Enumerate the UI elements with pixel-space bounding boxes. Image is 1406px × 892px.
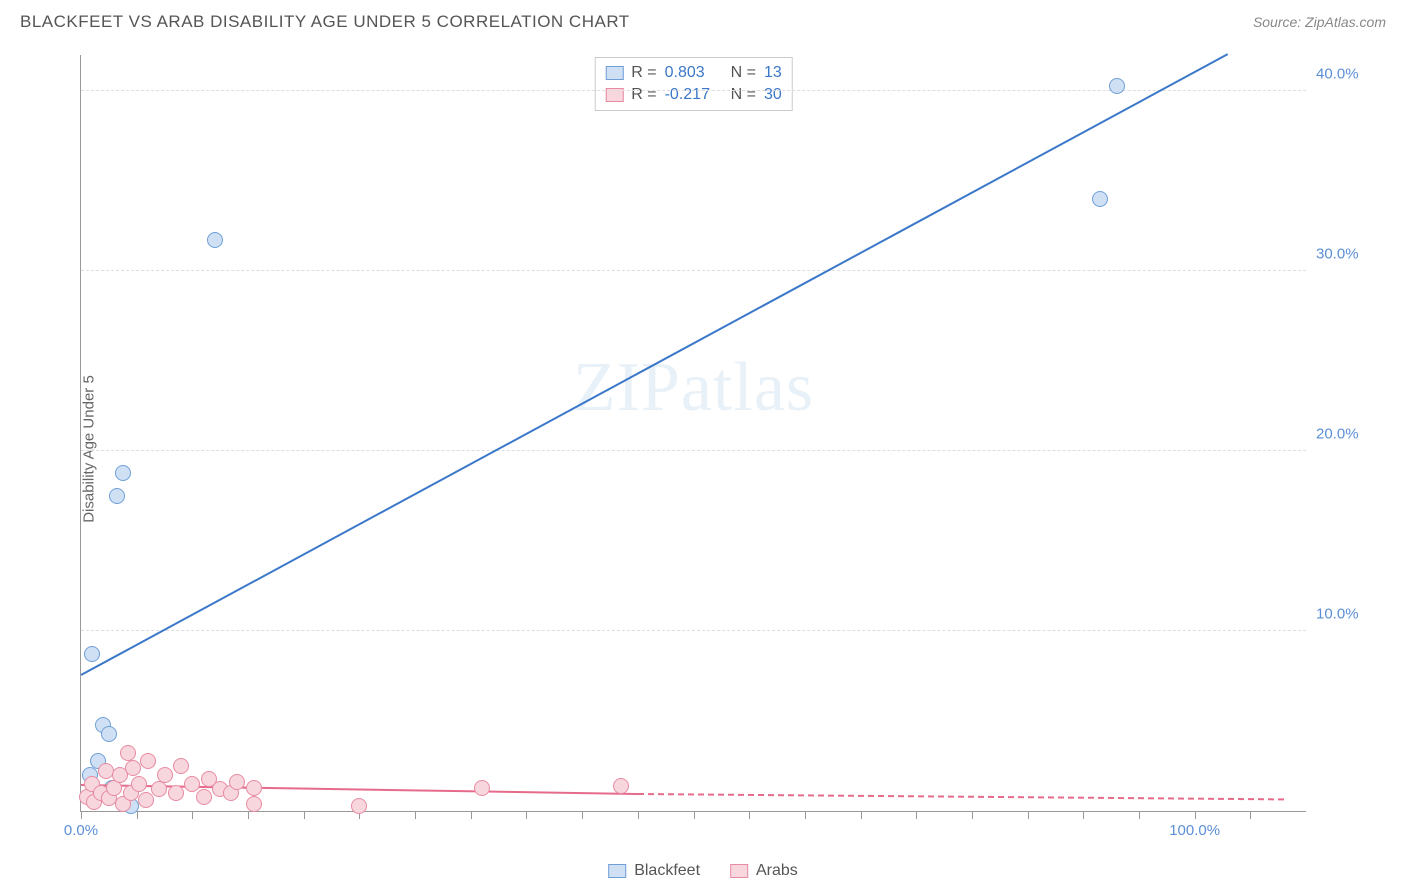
data-point [140, 753, 156, 769]
chart-container: Disability Age Under 5 ZIPatlas R =0.803… [50, 55, 1396, 842]
stat-n-label: N = [731, 86, 756, 104]
y-tick-label: 20.0% [1316, 426, 1376, 443]
x-tick [192, 811, 193, 819]
x-tick-label: 100.0% [1169, 822, 1220, 839]
y-tick-label: 40.0% [1316, 66, 1376, 83]
data-point [101, 726, 117, 742]
x-tick [1139, 811, 1140, 819]
bottom-legend: Blackfeet Arabs [608, 862, 798, 880]
plot-area: ZIPatlas R =0.803N =13R =-0.217N =30 10.… [80, 55, 1306, 812]
x-tick [694, 811, 695, 819]
stat-n-label: N = [731, 64, 756, 82]
stat-r-label: R = [631, 86, 656, 104]
x-tick [248, 811, 249, 819]
legend-label: Blackfeet [634, 862, 700, 880]
data-point [98, 763, 114, 779]
data-point [115, 465, 131, 481]
data-point [246, 780, 262, 796]
regression-line [81, 53, 1229, 676]
x-tick [304, 811, 305, 819]
data-point [109, 488, 125, 504]
gridline-h [81, 270, 1306, 271]
legend-item: Blackfeet [608, 862, 700, 880]
legend-swatch [730, 864, 748, 878]
x-tick [638, 811, 639, 819]
data-point [168, 785, 184, 801]
x-tick [582, 811, 583, 819]
data-point [1092, 191, 1108, 207]
stat-r-value: -0.217 [665, 86, 723, 104]
x-tick [526, 811, 527, 819]
data-point [157, 767, 173, 783]
x-tick [1083, 811, 1084, 819]
x-tick-label: 0.0% [64, 822, 98, 839]
gridline-h [81, 630, 1306, 631]
x-tick [1028, 811, 1029, 819]
x-tick [805, 811, 806, 819]
data-point [229, 774, 245, 790]
data-point [84, 646, 100, 662]
x-tick [1195, 811, 1196, 819]
data-point [474, 780, 490, 796]
data-point [151, 781, 167, 797]
chart-title: BLACKFEET VS ARAB DISABILITY AGE UNDER 5… [20, 12, 630, 32]
x-tick [916, 811, 917, 819]
legend-item: Arabs [730, 862, 798, 880]
stat-r-label: R = [631, 64, 656, 82]
source-label: Source: ZipAtlas.com [1253, 14, 1386, 30]
stat-n-value: 30 [764, 86, 782, 104]
data-point [125, 760, 141, 776]
legend-swatch [608, 864, 626, 878]
x-tick [1250, 811, 1251, 819]
gridline-h [81, 450, 1306, 451]
y-tick-label: 30.0% [1316, 246, 1376, 263]
regression-line [638, 793, 1284, 800]
data-point [613, 778, 629, 794]
data-point [207, 232, 223, 248]
data-point [131, 776, 147, 792]
x-tick [749, 811, 750, 819]
legend-label: Arabs [756, 862, 798, 880]
x-tick [471, 811, 472, 819]
data-point [246, 796, 262, 812]
x-tick [972, 811, 973, 819]
legend-swatch [605, 66, 623, 80]
x-tick [415, 811, 416, 819]
x-tick [81, 811, 82, 819]
x-tick [861, 811, 862, 819]
stat-r-value: 0.803 [665, 64, 723, 82]
data-point [173, 758, 189, 774]
y-tick-label: 10.0% [1316, 606, 1376, 623]
stat-n-value: 13 [764, 64, 782, 82]
stats-row: R = -0.217 N = 30 [605, 84, 781, 106]
data-point [1109, 78, 1125, 94]
x-tick [137, 811, 138, 819]
data-point [196, 789, 212, 805]
stats-row: R = 0.803 N = 13 [605, 62, 781, 84]
data-point [351, 798, 367, 814]
stats-legend-box: R = 0.803 N = 13 R = -0.217 N = 30 [594, 57, 792, 111]
data-point [138, 792, 154, 808]
